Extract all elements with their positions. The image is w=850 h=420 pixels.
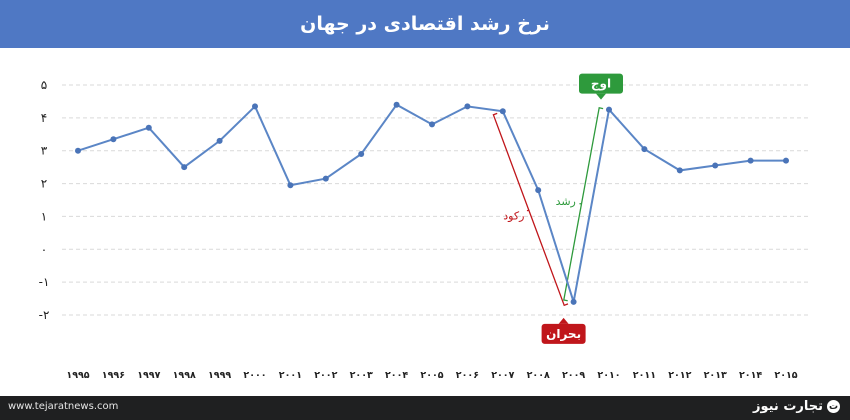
series-line — [77, 103, 786, 303]
crisis-callout — [541, 323, 586, 344]
y-tick-label: ۴ — [41, 111, 47, 125]
x-tick-label: ۲۰۰۶ — [456, 370, 479, 381]
brand-name: تجارت نیوز — [752, 399, 823, 414]
chart-title: نرخ رشد اقتصادی در جهان — [0, 0, 850, 48]
x-tick-label: ۱۹۹۷ — [137, 370, 160, 381]
y-tick-label: ۲ — [41, 177, 47, 191]
x-tick-label: ۲۰۰۲ — [314, 370, 337, 381]
y-axis-ticks: -۲ -۱ ۰ ۱ ۲ ۳ ۴ ۵ — [39, 78, 50, 322]
growth-brace — [563, 107, 604, 302]
y-tick-label: ۰ — [41, 242, 47, 256]
x-tick-label: ۲۰۱۱ — [633, 370, 656, 381]
y-tick-label: ۳ — [41, 144, 48, 158]
decline-brace — [492, 112, 569, 307]
data-point — [499, 108, 506, 115]
data-point — [75, 147, 81, 154]
peak-callout-label: اوج — [591, 77, 611, 92]
y-tick-label: -۱ — [39, 275, 50, 289]
data-point — [747, 157, 754, 164]
x-tick-label: ۲۰۰۷ — [491, 370, 514, 381]
x-tick-label: ۱۹۹۹ — [208, 370, 231, 381]
growth-label: رشد — [556, 195, 576, 208]
x-tick-label: ۲۰۰۱ — [279, 370, 302, 381]
y-tick-label: ۱ — [41, 209, 47, 223]
footer-bar: www.tejaratnews.com ت تجارت نیوز — [0, 396, 850, 420]
x-tick-label: ۱۹۹۸ — [173, 370, 196, 381]
website-url[interactable]: www.tejaratnews.com — [8, 401, 119, 412]
data-point — [464, 103, 471, 110]
decline-label: رکود — [503, 210, 524, 223]
data-point — [145, 124, 152, 131]
data-point — [783, 157, 789, 164]
x-tick-label: ۲۰۱۰ — [597, 370, 620, 381]
crisis-callout-label: بحران — [546, 327, 581, 341]
grid-lines — [62, 84, 808, 316]
data-point — [429, 121, 435, 128]
y-tick-label: -۲ — [39, 308, 50, 322]
brand-mark-icon: ت — [827, 400, 840, 413]
line-chart: -۲ -۱ ۰ ۱ ۲ ۳ ۴ ۵ ۱۹۹۵ ۱۹۹۶ ۱۹۹۷ ۱۹۹۸ ۱۹۹۹ ۲۰۰۰ ۲۰۰۱ ۲… — [39, 73, 808, 381]
x-tick-label: ۲۰۱۵ — [774, 370, 797, 381]
x-tick-label: ۲۰۰۹ — [562, 370, 585, 381]
data-point — [606, 106, 612, 113]
data-point — [181, 164, 188, 171]
annotations: رکود رشد — [492, 107, 604, 307]
data-point — [216, 137, 223, 144]
brand-logo: ت تجارت نیوز — [753, 399, 840, 414]
y-tick-label: ۵ — [41, 78, 47, 92]
data-point — [110, 136, 117, 143]
peak-callout — [579, 73, 623, 94]
data-points — [75, 101, 789, 305]
x-tick-label: ۲۰۰۰ — [243, 370, 266, 381]
x-tick-label: ۱۹۹۶ — [102, 370, 125, 381]
data-point — [358, 151, 365, 157]
data-point — [641, 146, 648, 153]
crisis-callout-pointer — [558, 317, 569, 324]
x-tick-label: ۲۰۰۴ — [385, 370, 408, 381]
data-point — [252, 103, 258, 110]
data-point — [570, 298, 577, 305]
callouts: بحران اوج — [541, 73, 623, 344]
x-tick-label: ۱۹۹۵ — [66, 370, 89, 381]
x-tick-label: ۲۰۱۴ — [739, 370, 762, 381]
data-point — [393, 101, 400, 108]
x-axis-ticks: ۱۹۹۵ ۱۹۹۶ ۱۹۹۷ ۱۹۹۸ ۱۹۹۹ ۲۰۰۰ ۲۰۰۱ ۲۰۰۲ ۲۰۰۳ ۲۰۰۴… — [66, 370, 797, 381]
peak-callout-pointer — [596, 93, 606, 100]
data-point — [676, 167, 683, 174]
x-tick-label: ۲۰۱۲ — [668, 370, 691, 381]
data-point — [322, 175, 329, 182]
x-tick-label: ۲۰۱۳ — [704, 370, 727, 381]
x-tick-label: ۲۰۰۳ — [350, 370, 373, 381]
data-point — [287, 182, 294, 189]
x-tick-label: ۲۰۰۸ — [527, 370, 550, 381]
data-point — [712, 162, 719, 169]
x-tick-label: ۲۰۰۵ — [420, 370, 443, 381]
data-point — [535, 187, 542, 194]
